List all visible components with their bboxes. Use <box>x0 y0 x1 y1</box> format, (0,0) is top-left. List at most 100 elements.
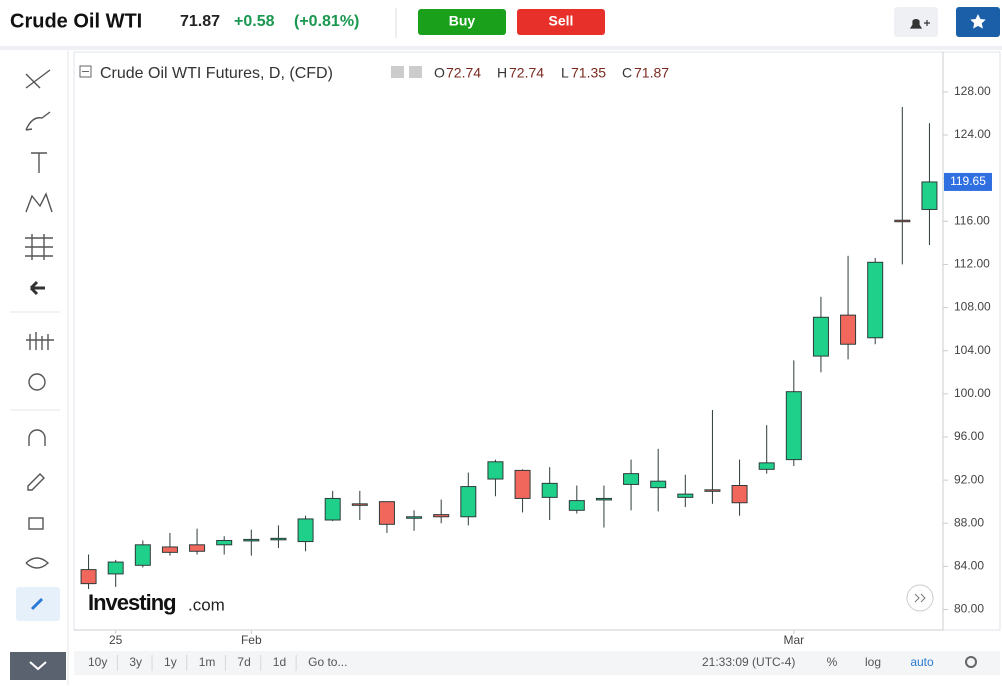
candle-body <box>704 489 721 492</box>
candle-body <box>487 461 504 480</box>
alert-icon <box>909 19 930 29</box>
watermark-brand: Investing <box>88 590 176 615</box>
collapse-icon[interactable] <box>79 65 92 78</box>
eye-tool[interactable] <box>25 557 50 569</box>
instrument-title: Crude Oil WTI <box>10 10 142 32</box>
legend-key: C <box>622 65 632 81</box>
candle-body <box>406 516 423 519</box>
candle-body <box>514 469 531 499</box>
log-toggle[interactable]: log <box>865 655 881 669</box>
y-tick-label: 96.00 <box>954 429 984 443</box>
bottom-bar <box>74 651 1000 675</box>
sell-button[interactable] <box>517 9 605 35</box>
percent-toggle[interactable]: % <box>827 655 838 669</box>
clock: 21:33:09 (UTC-4) <box>702 655 795 669</box>
candle-body <box>243 538 260 542</box>
candle-body <box>568 500 585 511</box>
last-price-tag <box>944 172 992 191</box>
y-tick-label: 104.00 <box>954 343 991 357</box>
star-icon <box>970 14 986 29</box>
y-tick-label: 112.00 <box>954 257 990 271</box>
y-tick-label: 128.00 <box>954 84 991 98</box>
buy-label[interactable]: Buy <box>449 13 476 29</box>
pattern-tool[interactable] <box>25 192 53 213</box>
text-tool[interactable] <box>31 152 47 173</box>
candle-body <box>351 503 368 506</box>
line-tool[interactable] <box>25 69 51 89</box>
auto-toggle[interactable]: auto <box>910 655 934 669</box>
settings-icon[interactable] <box>409 66 422 78</box>
candle-body <box>297 518 314 543</box>
fib-tool[interactable] <box>25 234 53 260</box>
range-button[interactable]: 3y <box>129 655 142 669</box>
legend-value: 71.35 <box>571 65 606 81</box>
toolbar <box>0 50 68 685</box>
zoom-tool[interactable] <box>28 373 46 391</box>
settings-icon[interactable] <box>391 66 404 78</box>
y-tick-label: 80.00 <box>954 602 984 616</box>
lock-draw-tool[interactable] <box>27 473 45 491</box>
candle-body <box>324 497 341 521</box>
price-change: +0.58 <box>234 13 275 30</box>
settings-gear[interactable] <box>965 656 977 668</box>
candle-body <box>378 501 395 525</box>
buy-button[interactable] <box>418 9 506 35</box>
lock-tool[interactable] <box>28 517 44 530</box>
candle-body <box>677 493 694 498</box>
candle-body <box>840 314 857 345</box>
scroll-button[interactable] <box>906 584 934 612</box>
y-tick-label: 116.00 <box>954 213 990 227</box>
header-border <box>0 46 1002 50</box>
last-price: 71.87 <box>180 13 220 30</box>
chevron <box>29 661 47 671</box>
back-arrow[interactable] <box>29 280 45 296</box>
range-button[interactable]: 7d <box>237 655 250 669</box>
candle-body <box>894 219 911 223</box>
y-tick-label: 124.00 <box>954 127 991 141</box>
range-button[interactable]: 1d <box>273 655 286 669</box>
range-buttons: 10y 3y 1y 1m 7d 1d Go to... <box>88 655 347 671</box>
link-icon <box>30 597 44 611</box>
x-tick-label: Mar <box>783 633 804 647</box>
candle-body <box>758 462 775 470</box>
x-tick-label: 25 <box>109 633 123 647</box>
range-button[interactable]: Go to... <box>308 655 347 669</box>
magnet-tool[interactable] <box>28 429 46 446</box>
y-tick-label: 88.00 <box>954 515 984 529</box>
ohlc-legend: O 72.74 H 72.74 L 71.35 C 71.87 <box>434 65 669 81</box>
y-tick-label: 100.00 <box>954 386 991 400</box>
candle-body <box>161 546 178 553</box>
sell-label[interactable]: Sell <box>549 13 574 29</box>
toolbar-icons <box>25 69 54 569</box>
toolbar-collapse[interactable] <box>10 652 66 680</box>
candle-body <box>433 514 450 518</box>
legend-key: L <box>561 65 569 81</box>
legend-value: 72.74 <box>446 65 481 81</box>
candle-body <box>216 539 233 546</box>
legend-key: O <box>434 65 445 81</box>
candle-body <box>541 482 558 498</box>
candle-body <box>189 544 206 552</box>
candle-body <box>270 537 287 541</box>
candle-body <box>650 480 667 489</box>
candle-body <box>460 486 477 518</box>
last-price-label: 119.65 <box>950 174 986 188</box>
chart-frame <box>73 51 1001 631</box>
legend-value: 72.74 <box>509 65 544 81</box>
indicators-tool[interactable] <box>26 332 54 350</box>
candle-body <box>785 391 802 461</box>
candle-body <box>623 473 640 485</box>
y-tick-label: 108.00 <box>954 300 991 314</box>
plot: 80.00 84.00 88.00 92.00 96.00 100.00 104.00 108… <box>80 84 992 647</box>
brush-tool[interactable] <box>25 111 51 131</box>
candle-body <box>107 561 124 575</box>
x-tick-label: Feb <box>241 633 262 647</box>
range-button[interactable]: 1m <box>199 655 216 669</box>
candle-body <box>731 485 748 504</box>
candle-body <box>595 497 612 501</box>
scroll-icon <box>914 593 926 603</box>
range-button[interactable]: 1y <box>164 655 177 669</box>
range-button[interactable]: 10y <box>88 655 107 669</box>
